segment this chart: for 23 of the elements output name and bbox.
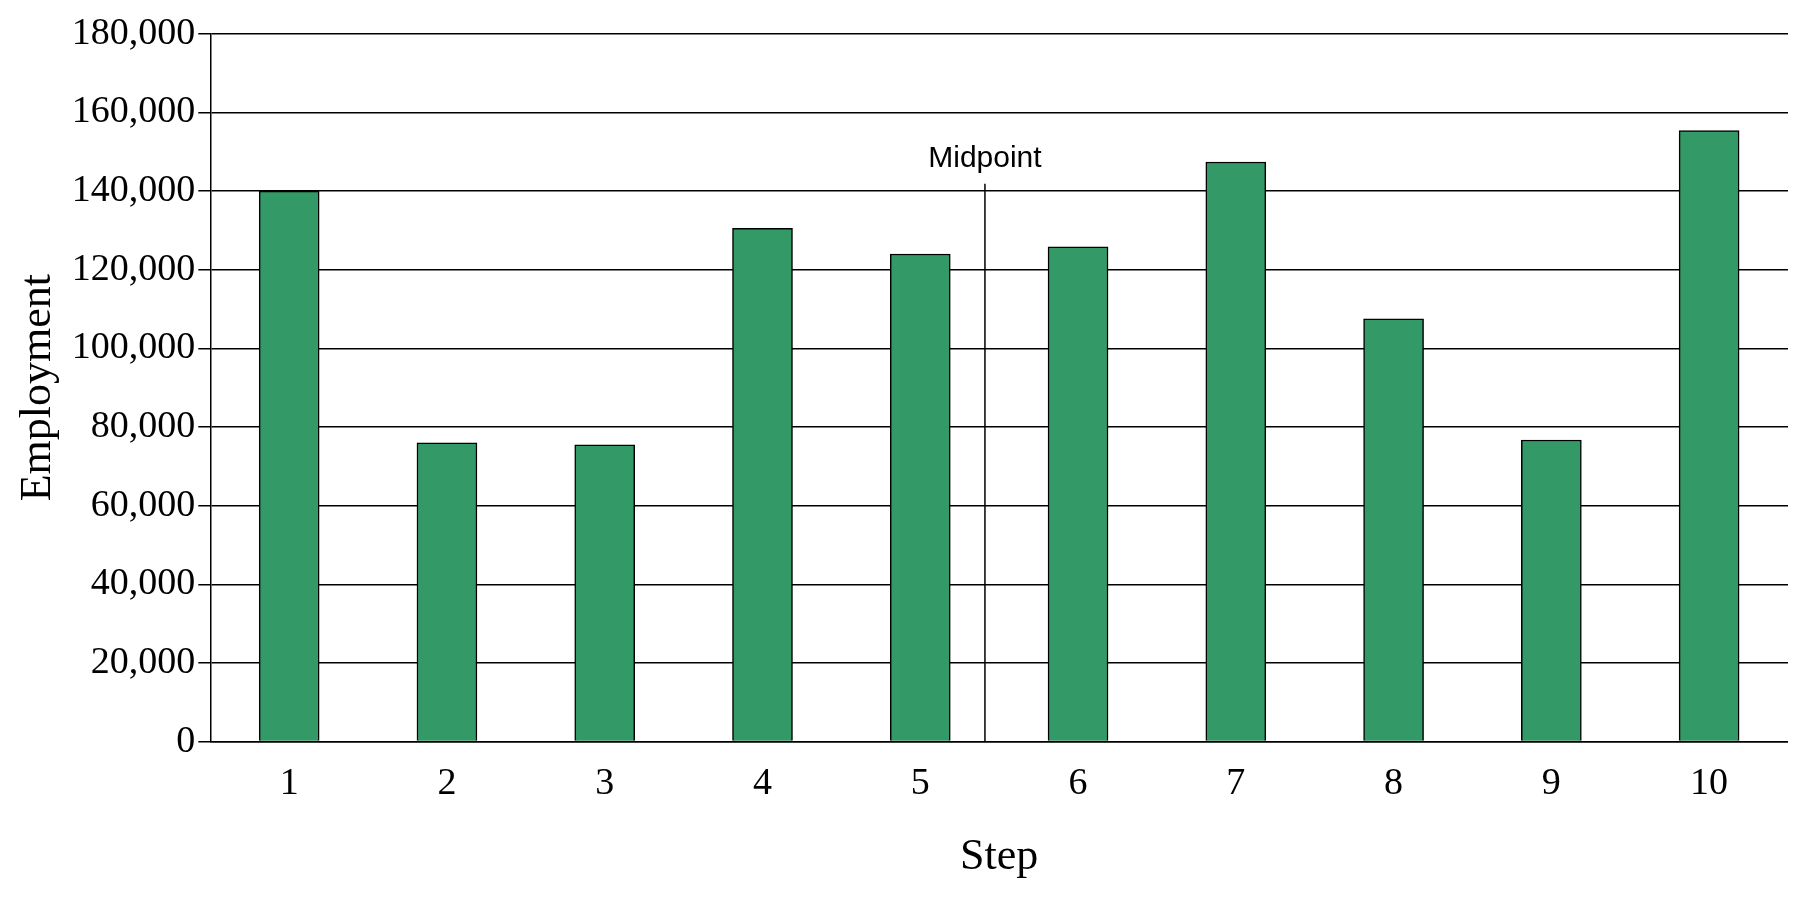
x-tick-label: 8 (1384, 760, 1404, 803)
x-tick-label: 7 (1226, 760, 1246, 803)
y-axis-title: Employment (10, 274, 60, 502)
y-tick-label: 100,000 (71, 324, 196, 367)
y-tick-label: 60,000 (90, 481, 196, 524)
x-tick-label: 10 (1690, 760, 1729, 803)
x-tick-label: 2 (437, 760, 457, 803)
y-tick-label: 80,000 (90, 403, 196, 446)
x-tick-label: 6 (1068, 760, 1088, 803)
x-tick-label: 4 (752, 760, 772, 803)
ref-line-label: Midpoint (928, 140, 1043, 174)
y-tick-label: 160,000 (71, 88, 196, 131)
y-tick-label: 120,000 (71, 245, 196, 288)
x-tick-label: 5 (910, 760, 930, 803)
y-tick-label: 140,000 (71, 167, 196, 210)
x-axis-title: Step (960, 830, 1039, 880)
y-tick-label: 20,000 (90, 638, 196, 681)
x-tick-label: 9 (1541, 760, 1561, 803)
y-tick-label: 40,000 (90, 560, 196, 603)
y-tick-label: 180,000 (71, 9, 196, 52)
y-tick-label: 0 (176, 717, 196, 760)
x-tick-label: 3 (595, 760, 615, 803)
x-tick-label: 1 (279, 760, 299, 803)
